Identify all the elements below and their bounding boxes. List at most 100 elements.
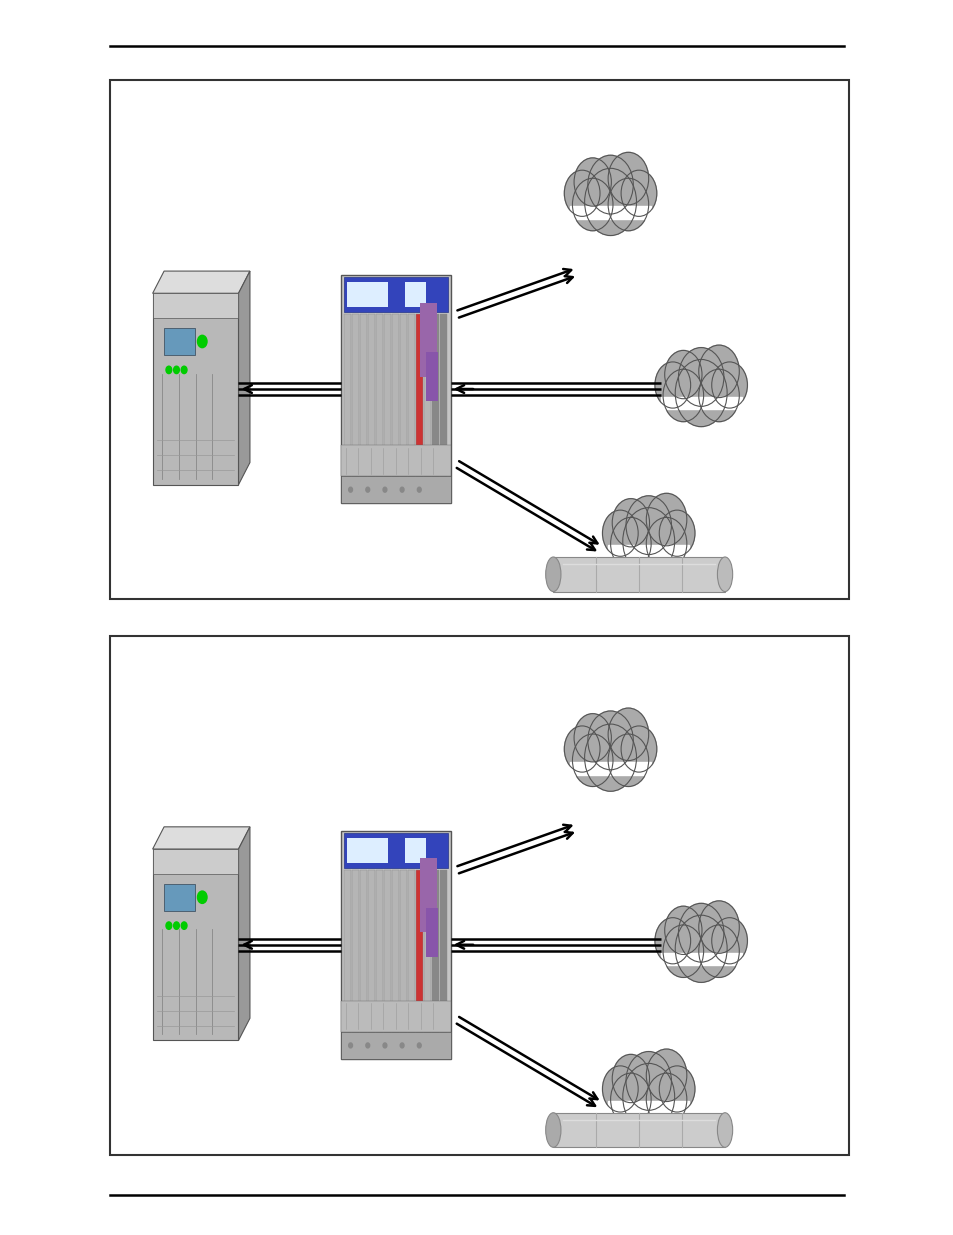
FancyBboxPatch shape xyxy=(343,314,351,475)
Circle shape xyxy=(574,714,611,762)
Circle shape xyxy=(607,734,648,787)
Polygon shape xyxy=(152,270,250,293)
Circle shape xyxy=(664,351,701,399)
Circle shape xyxy=(678,347,723,406)
Circle shape xyxy=(365,487,369,493)
Bar xyxy=(608,546,688,557)
FancyBboxPatch shape xyxy=(352,314,358,475)
Circle shape xyxy=(675,915,726,982)
Circle shape xyxy=(610,517,651,569)
Circle shape xyxy=(645,1049,686,1102)
FancyBboxPatch shape xyxy=(359,869,367,1032)
Circle shape xyxy=(399,1042,404,1047)
FancyBboxPatch shape xyxy=(432,869,438,1032)
Circle shape xyxy=(181,921,187,929)
Circle shape xyxy=(564,170,599,216)
FancyBboxPatch shape xyxy=(359,314,367,475)
Circle shape xyxy=(607,708,648,761)
Circle shape xyxy=(655,362,690,408)
FancyBboxPatch shape xyxy=(392,869,398,1032)
Circle shape xyxy=(574,158,611,206)
FancyBboxPatch shape xyxy=(375,314,382,475)
Circle shape xyxy=(584,724,636,792)
Circle shape xyxy=(645,517,686,569)
FancyBboxPatch shape xyxy=(341,445,450,475)
Circle shape xyxy=(698,925,739,977)
Circle shape xyxy=(197,892,207,904)
FancyBboxPatch shape xyxy=(439,869,446,1032)
Circle shape xyxy=(572,734,613,787)
FancyBboxPatch shape xyxy=(164,327,194,356)
Circle shape xyxy=(416,487,421,493)
FancyBboxPatch shape xyxy=(416,314,422,475)
Circle shape xyxy=(349,1042,353,1047)
FancyBboxPatch shape xyxy=(152,293,238,484)
Circle shape xyxy=(382,1042,387,1047)
FancyBboxPatch shape xyxy=(346,837,388,863)
Circle shape xyxy=(365,1042,369,1047)
FancyBboxPatch shape xyxy=(439,314,446,475)
Bar xyxy=(570,762,650,776)
FancyBboxPatch shape xyxy=(426,352,437,401)
FancyBboxPatch shape xyxy=(346,282,388,306)
Polygon shape xyxy=(152,827,250,850)
FancyBboxPatch shape xyxy=(405,282,426,306)
FancyBboxPatch shape xyxy=(383,869,391,1032)
Polygon shape xyxy=(238,270,250,484)
Circle shape xyxy=(587,711,633,769)
Circle shape xyxy=(625,495,671,555)
FancyBboxPatch shape xyxy=(152,293,238,317)
Circle shape xyxy=(711,918,746,963)
Bar xyxy=(570,206,650,220)
Circle shape xyxy=(173,366,179,373)
Circle shape xyxy=(166,921,172,929)
Circle shape xyxy=(711,362,746,408)
FancyBboxPatch shape xyxy=(399,314,407,475)
FancyBboxPatch shape xyxy=(368,314,375,475)
FancyBboxPatch shape xyxy=(341,1000,450,1032)
Bar xyxy=(659,396,741,409)
FancyBboxPatch shape xyxy=(110,80,848,599)
Circle shape xyxy=(173,921,179,929)
Circle shape xyxy=(625,1051,671,1110)
Circle shape xyxy=(675,359,726,426)
Circle shape xyxy=(622,508,674,574)
FancyBboxPatch shape xyxy=(341,274,450,504)
Circle shape xyxy=(612,499,649,547)
Circle shape xyxy=(607,152,648,205)
Circle shape xyxy=(607,178,648,231)
Circle shape xyxy=(572,178,613,231)
FancyBboxPatch shape xyxy=(152,850,238,1040)
Circle shape xyxy=(662,369,703,421)
FancyBboxPatch shape xyxy=(553,557,724,592)
FancyBboxPatch shape xyxy=(432,314,438,475)
Circle shape xyxy=(587,156,633,214)
FancyBboxPatch shape xyxy=(426,908,437,957)
Circle shape xyxy=(564,726,599,772)
Circle shape xyxy=(655,918,690,963)
FancyBboxPatch shape xyxy=(405,837,426,863)
Circle shape xyxy=(602,510,638,556)
Circle shape xyxy=(197,336,207,348)
FancyBboxPatch shape xyxy=(152,850,238,874)
FancyBboxPatch shape xyxy=(553,1113,724,1147)
Circle shape xyxy=(181,366,187,373)
Circle shape xyxy=(698,345,739,398)
FancyBboxPatch shape xyxy=(383,314,391,475)
FancyBboxPatch shape xyxy=(408,869,415,1032)
FancyBboxPatch shape xyxy=(341,830,450,1060)
Circle shape xyxy=(166,366,172,373)
Circle shape xyxy=(622,1063,674,1130)
FancyBboxPatch shape xyxy=(110,636,848,1155)
FancyBboxPatch shape xyxy=(343,278,447,312)
FancyBboxPatch shape xyxy=(423,314,431,475)
FancyBboxPatch shape xyxy=(408,314,415,475)
Circle shape xyxy=(659,1066,694,1112)
Ellipse shape xyxy=(717,1113,732,1147)
Circle shape xyxy=(602,1066,638,1112)
Circle shape xyxy=(610,1073,651,1125)
Circle shape xyxy=(698,900,739,953)
FancyBboxPatch shape xyxy=(341,475,450,504)
Circle shape xyxy=(612,1055,649,1103)
Circle shape xyxy=(678,903,723,962)
